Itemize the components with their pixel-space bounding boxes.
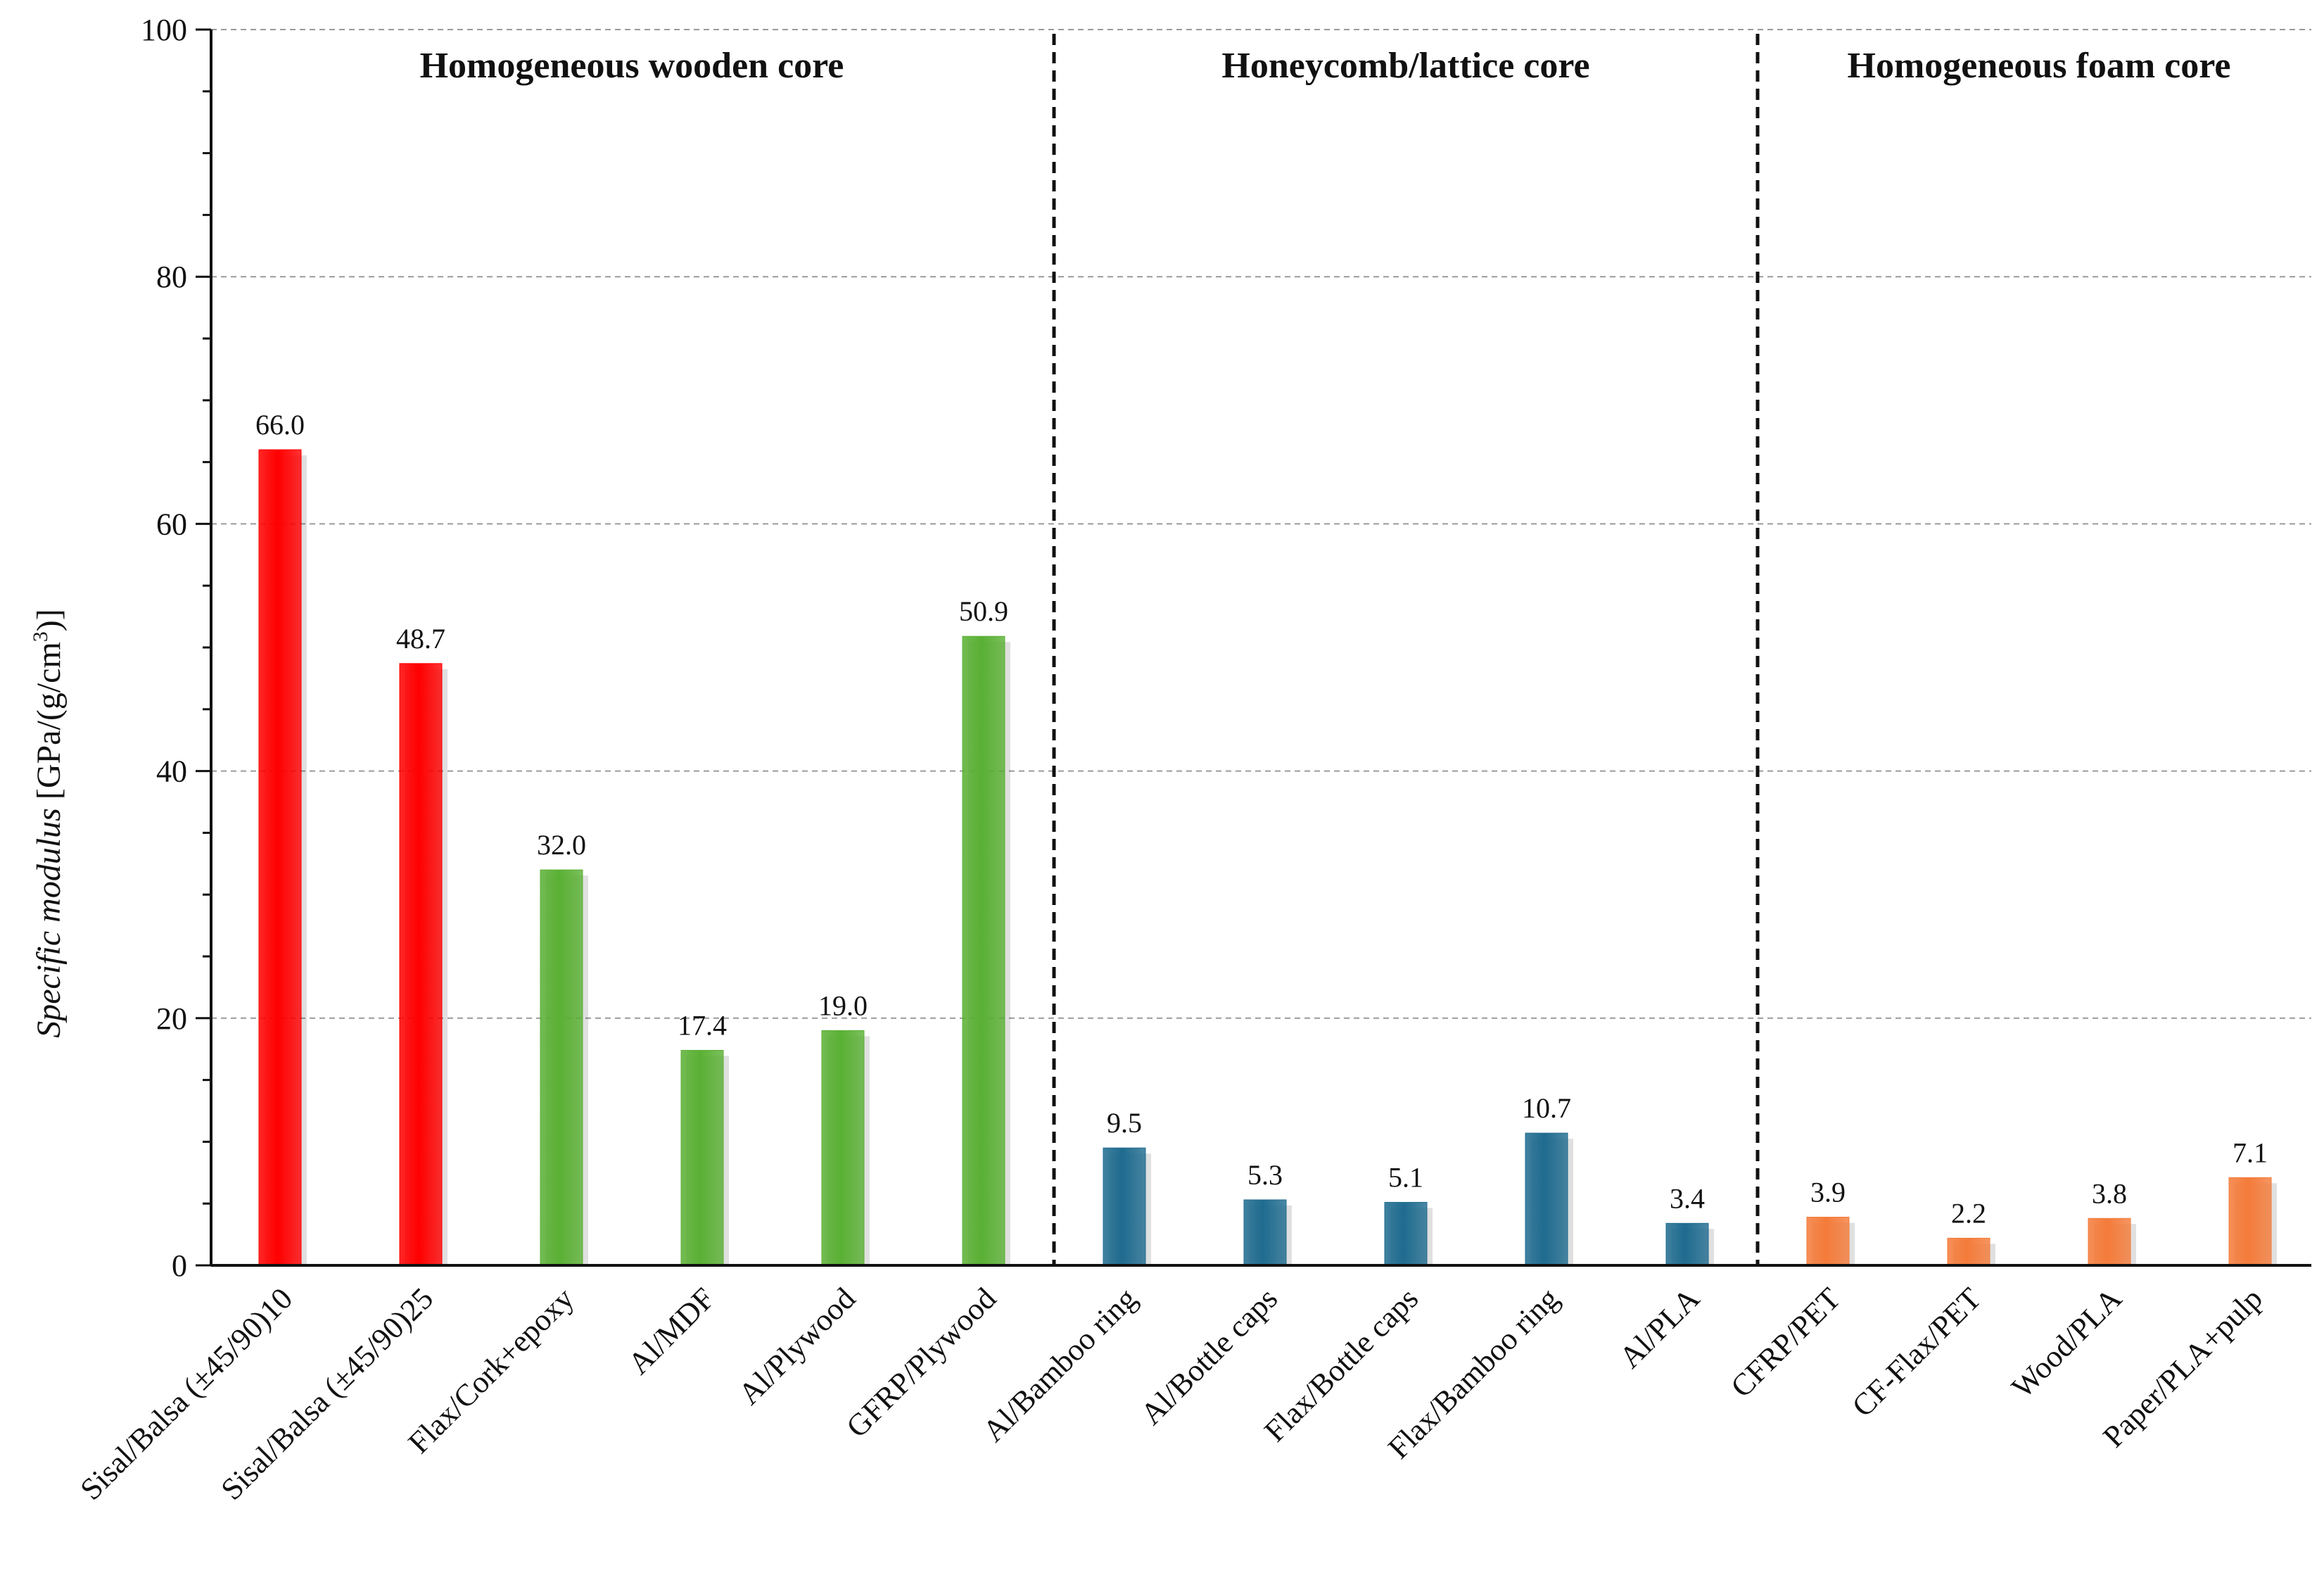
axes (196, 28, 2311, 1267)
category-label-4: Al/Plywood (732, 1281, 862, 1411)
bar-9 (1525, 1132, 1568, 1266)
bar-4 (821, 1030, 865, 1266)
bar-13 (2088, 1217, 2131, 1266)
bar-8 (1384, 1201, 1428, 1266)
bar-5 (962, 635, 1005, 1266)
category-label-11: CFRP/PET (1724, 1281, 1847, 1404)
group-separators (1052, 34, 1760, 1264)
y-axis-title-unit-sup: 3 (29, 631, 52, 642)
value-label-0: 66.0 (255, 409, 305, 441)
bars (258, 449, 2277, 1266)
value-label-10: 3.4 (1670, 1182, 1705, 1214)
value-label-11: 3.9 (1810, 1177, 1846, 1208)
bar-3 (680, 1049, 724, 1266)
y-axis-title-unit-prefix: [GPa/(g/cm (30, 642, 68, 799)
group-label-0: Homogeneous wooden core (420, 46, 844, 86)
bar-0 (258, 449, 302, 1266)
category-label-10: Al/PLA (1613, 1281, 1706, 1374)
category-label-7: Al/Bottle caps (1134, 1281, 1285, 1431)
category-label-3: Al/MDF (621, 1281, 721, 1381)
y-tick-label-0: 0 (172, 1248, 187, 1283)
category-label-13: Wood/PLA (2005, 1281, 2128, 1405)
y-tick-label-40: 40 (156, 754, 187, 789)
value-label-9: 10.7 (1522, 1092, 1571, 1124)
gridlines (211, 29, 2311, 1019)
value-label-7: 5.3 (1247, 1159, 1283, 1191)
value-label-1: 48.7 (396, 623, 445, 654)
value-label-5: 50.9 (959, 595, 1008, 627)
bar-1 (399, 663, 443, 1266)
value-label-12: 2.2 (1951, 1197, 1986, 1229)
bar-11 (1806, 1217, 1850, 1266)
bar-12 (1947, 1237, 1990, 1266)
group-label-2: Homogeneous foam core (1848, 46, 2231, 86)
y-axis-title-italic: Specific modulus (30, 808, 68, 1038)
y-tick-label-100: 100 (141, 13, 187, 47)
value-label-4: 19.0 (818, 989, 868, 1021)
y-axis-title: Specific modulus [GPa/(g/cm3)] (29, 609, 68, 1038)
value-label-8: 5.1 (1388, 1161, 1423, 1193)
value-label-2: 32.0 (537, 829, 586, 861)
value-label-14: 7.1 (2233, 1137, 2268, 1168)
y-tick-label-60: 60 (156, 507, 187, 541)
y-tick-label-20: 20 (156, 1001, 187, 1036)
value-label-13: 3.8 (2092, 1177, 2127, 1209)
value-label-3: 17.4 (678, 1009, 727, 1041)
group-label-1: Honeycomb/lattice core (1221, 46, 1589, 86)
category-label-12: CF-Flax/PET (1846, 1281, 1988, 1423)
bar-6 (1103, 1147, 1146, 1266)
y-tick-label-80: 80 (156, 260, 187, 294)
category-label-5: GFRP/Plywood (839, 1281, 1003, 1444)
bar-2 (540, 869, 583, 1266)
bar-14 (2228, 1177, 2272, 1266)
bar-7 (1243, 1199, 1287, 1266)
bar-10 (1665, 1222, 1709, 1266)
y-axis-title-unit-suffix: )] (30, 609, 68, 631)
value-label-6: 9.5 (1107, 1107, 1142, 1139)
